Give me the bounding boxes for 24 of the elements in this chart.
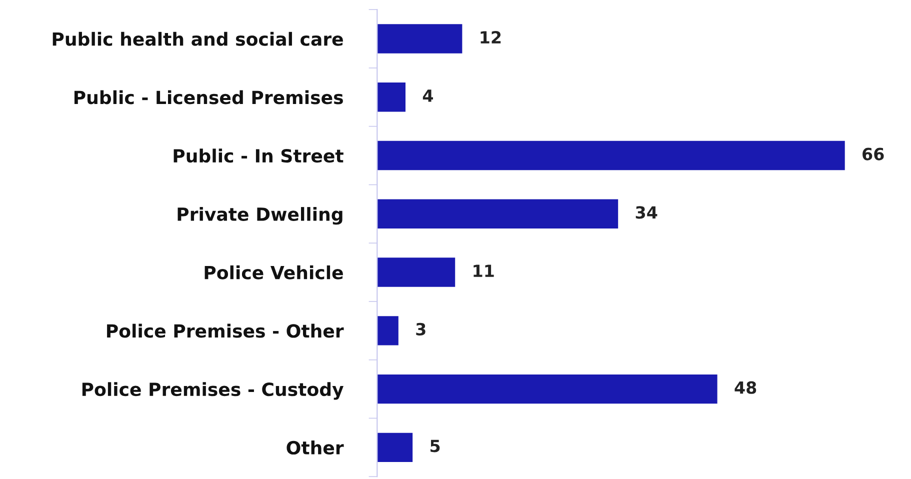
- bar: [377, 24, 462, 54]
- y-tick-label: Public - In Street: [174, 148, 344, 163]
- y-tick-label: Private Dwelling: [178, 207, 342, 225]
- bar: [377, 140, 845, 170]
- data-label: 48: [734, 381, 756, 394]
- data-label: 34: [636, 206, 658, 219]
- data-label: 5: [430, 440, 440, 452]
- data-label: 66: [862, 148, 884, 160]
- data-label: 3: [416, 322, 426, 336]
- bar: [377, 258, 456, 287]
- data-label: 11: [474, 264, 494, 277]
- data-label: 4: [422, 90, 433, 102]
- bar: [377, 374, 718, 404]
- bar: [377, 199, 618, 228]
- bar: [377, 316, 398, 346]
- bar: [377, 82, 406, 112]
- y-tick-label: Police Vehicle: [204, 265, 343, 280]
- data-label: 12: [480, 31, 501, 44]
- y-tick-label: Other: [286, 440, 344, 455]
- y-tick-label: Police Premises - Other: [107, 324, 344, 338]
- y-tick-label: Public health and social care: [52, 32, 343, 46]
- bar: [377, 432, 413, 462]
- y-tick-label: Police Premises - Custody: [82, 382, 344, 400]
- y-tick-label: Public - Licensed Premises: [74, 90, 343, 104]
